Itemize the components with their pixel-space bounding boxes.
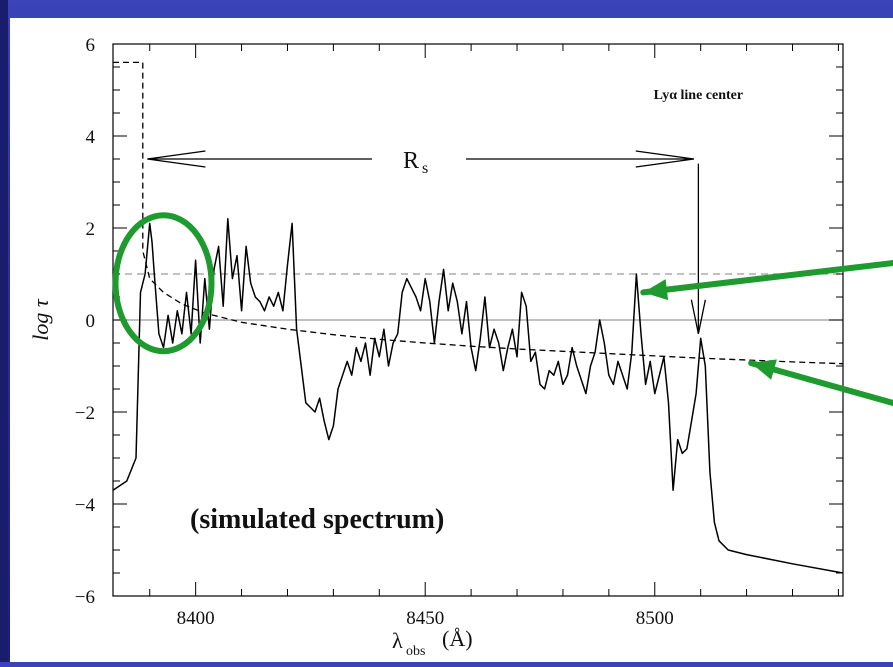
green-arrow-head <box>643 279 669 301</box>
plot-frame <box>112 43 844 597</box>
simulated-spectrum-note: (simulated spectrum) <box>190 504 444 535</box>
lya-line-center-arrowhead <box>690 299 707 334</box>
slide-background-strip <box>0 0 8 662</box>
rs-label: R <box>403 148 419 174</box>
x-axis-label: λ obs (Å) <box>392 626 473 659</box>
x-tick-label: 8450 <box>406 608 444 629</box>
green-arrow-dashed-curve <box>748 359 893 406</box>
rs-arrowhead-right <box>635 150 694 168</box>
y-axis-label: log τ <box>28 298 53 341</box>
y-tick-label: −4 <box>75 495 96 516</box>
data-series <box>112 61 844 574</box>
green-arrow-head <box>751 359 777 380</box>
green-arrow-peak <box>640 260 893 301</box>
x-axis-label-unit: (Å) <box>442 626 473 651</box>
spectrum-chart: −6 −4 −2 0 2 4 6 8400 8450 8500 log τ λ obs (Å) R… <box>28 35 893 659</box>
rs-label-subscript: s <box>422 160 428 177</box>
x-axis-label-symbol: λ <box>392 628 403 653</box>
y-tick-label: 6 <box>86 35 96 56</box>
y-tick-label: 2 <box>86 219 96 240</box>
x-tick-label: 8400 <box>177 608 215 629</box>
y-tick-label: −6 <box>75 587 95 608</box>
chart-panel: −6 −4 −2 0 2 4 6 8400 8450 8500 log τ λ obs (Å) R… <box>10 18 893 662</box>
green-arrow-shaft <box>748 360 893 406</box>
axis-tick-labels: −6 −4 −2 0 2 4 6 8400 8450 8500 <box>75 35 674 629</box>
highlight-circle <box>112 212 215 355</box>
dashed-series-line <box>113 61 844 365</box>
y-tick-label: −2 <box>75 403 95 424</box>
x-axis-label-subscript: obs <box>406 644 425 659</box>
lya-line-center-label: Lyα line center <box>654 88 743 103</box>
rs-arrowhead-left <box>147 150 206 168</box>
spectrum-series-line <box>112 218 844 574</box>
y-tick-label: 0 <box>86 311 96 332</box>
green-arrow-shaft <box>640 260 893 296</box>
annotations: R s Lyα line center (simulated spectrum) <box>112 88 893 535</box>
x-tick-label: 8500 <box>636 608 674 629</box>
y-tick-label: 4 <box>86 127 96 148</box>
